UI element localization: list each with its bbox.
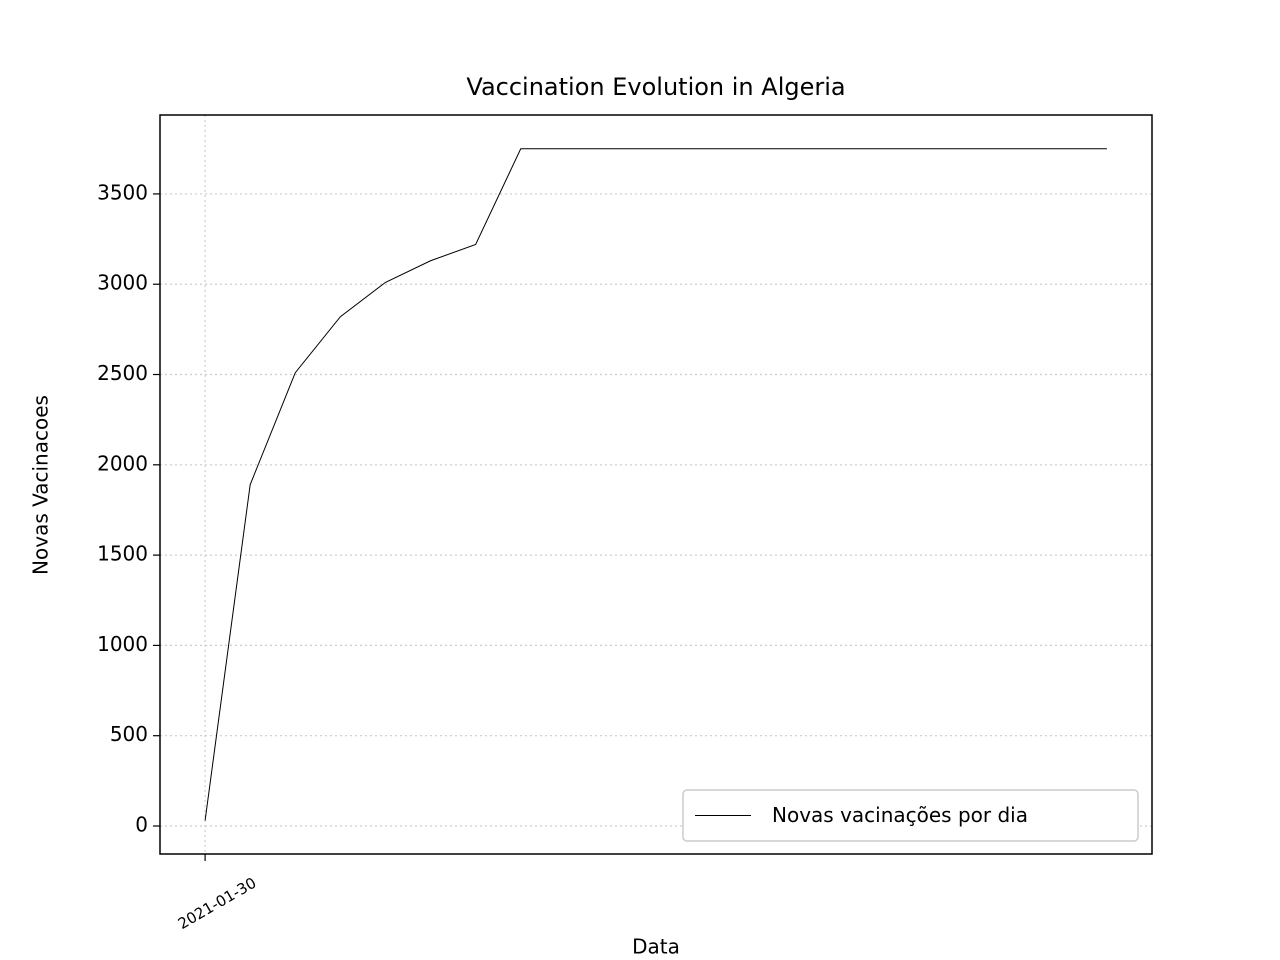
y-tick-label: 500 (110, 722, 148, 746)
data-line (204, 148, 1107, 821)
y-tick-label: 0 (135, 813, 148, 837)
y-tick-label: 3000 (97, 271, 148, 295)
y-tick-label: 1000 (97, 632, 148, 656)
legend-label: Novas vacinações por dia (772, 803, 1028, 827)
y-axis-label: Novas Vacinacoes (29, 395, 53, 575)
legend-box (682, 789, 1139, 842)
chart-title: Vaccination Evolution in Algeria (466, 73, 845, 101)
y-tick-label: 2500 (97, 361, 148, 385)
y-tick-label: 1500 (97, 542, 148, 566)
x-axis-label: Data (632, 935, 680, 959)
x-tick-label: 2021-01-30 (175, 874, 260, 933)
y-tick-label: 2000 (97, 451, 148, 475)
legend: Novas vacinações por dia (682, 789, 1139, 842)
plot-frame (159, 114, 1153, 855)
y-tick-label: 3500 (97, 180, 148, 204)
